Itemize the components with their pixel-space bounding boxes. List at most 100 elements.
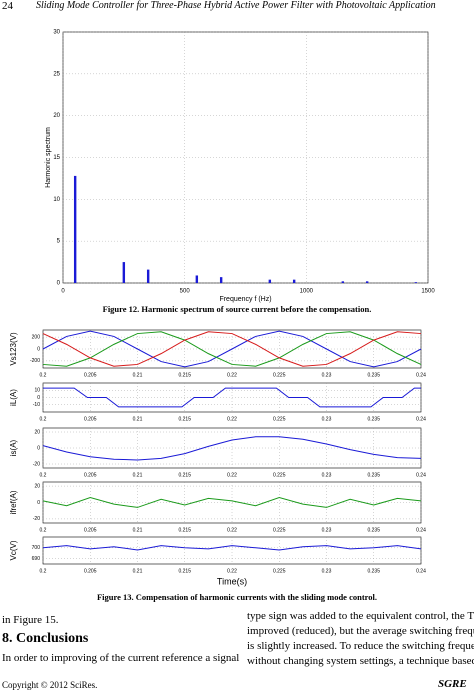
x-tick-label: 0.225 xyxy=(273,527,286,533)
bar xyxy=(195,275,199,283)
y-tick-label: 5 xyxy=(57,239,61,245)
y-tick-label: 25 xyxy=(53,71,60,77)
body-text: is slightly increased. To reduce the swi… xyxy=(247,640,474,652)
x-tick-label: 0.21 xyxy=(133,416,143,422)
body-text: in Figure 15. xyxy=(2,614,59,626)
waveform xyxy=(42,436,422,461)
x-tick-label: 0.2 xyxy=(40,416,47,422)
x-tick-label: 0.22 xyxy=(227,527,237,533)
running-title: Sliding Mode Controller for Three-Phase … xyxy=(36,0,436,11)
x-tick-label: 0.24 xyxy=(416,372,426,378)
x-tick-label: 0.23 xyxy=(322,472,332,478)
y-tick-label: 10 xyxy=(34,388,40,394)
y-tick-label: -20 xyxy=(33,461,40,467)
caption: Figure 13. Compensation of harmonic curr… xyxy=(96,592,378,602)
x-tick-label: 0.22 xyxy=(227,416,237,422)
x-tick-label: 0.205 xyxy=(84,568,97,574)
bar xyxy=(73,175,77,283)
y-tick-label: 0 xyxy=(37,346,40,352)
bar xyxy=(219,277,223,283)
y-tick-label: 20 xyxy=(53,113,60,119)
x-tick-label: 0.21 xyxy=(133,527,143,533)
x-tick-label: 0.225 xyxy=(273,472,286,478)
waveform xyxy=(42,331,422,367)
x-tick-label: 0.24 xyxy=(416,416,426,422)
x-tick-label: 0.2 xyxy=(40,472,47,478)
x-tick-label: 0.21 xyxy=(133,568,143,574)
x-axis-label: Frequency f (Hz) xyxy=(219,296,271,303)
x-tick-label: 0.205 xyxy=(84,527,97,533)
x-tick-label: 0.215 xyxy=(178,568,191,574)
y-axis-label: ifref(A) xyxy=(9,490,18,514)
y-tick-label: 690 xyxy=(32,556,41,562)
x-tick-label: 0.24 xyxy=(416,527,426,533)
x-tick-label: 0.22 xyxy=(227,372,237,378)
x-tick-label: 0.22 xyxy=(227,568,237,574)
x-tick-label: 0.235 xyxy=(367,416,380,422)
y-tick-label: 0 xyxy=(57,281,61,287)
y-tick-label: -20 xyxy=(33,516,40,522)
x-tick-label: 0.23 xyxy=(322,416,332,422)
caption: Figure 12. Harmonic spectrum of source c… xyxy=(102,304,372,314)
body-text: improved (reduced), but the average swit… xyxy=(247,625,474,637)
y-tick-label: 10 xyxy=(53,197,60,203)
y-tick-label: 700 xyxy=(32,545,41,551)
y-tick-label: 200 xyxy=(32,334,41,340)
bar xyxy=(292,279,296,283)
body-text: type sign was added to the equivalent co… xyxy=(247,610,474,622)
x-tick-label: 0.2 xyxy=(40,372,47,378)
x-tick-label: 0.215 xyxy=(178,527,191,533)
y-axis-label: Vc(V) xyxy=(9,540,18,560)
y-tick-label: 0 xyxy=(37,445,40,451)
bar xyxy=(341,281,345,283)
x-tick-label: 0.215 xyxy=(178,372,191,378)
y-tick-label: 20 xyxy=(34,429,40,435)
body-text: without changing system settings, a tech… xyxy=(247,655,474,667)
waveform xyxy=(42,545,422,551)
x-tick-label: 0.24 xyxy=(416,568,426,574)
waveform xyxy=(43,387,421,408)
x-tick-label: 0.225 xyxy=(273,416,286,422)
bar xyxy=(268,279,272,283)
bar xyxy=(365,281,369,283)
y-tick-label: -200 xyxy=(30,358,40,364)
x-tick-label: 0.23 xyxy=(322,568,332,574)
footer-copyright: Copyright © 2012 SciRes. xyxy=(2,680,98,690)
y-tick-label: -10 xyxy=(33,402,40,408)
waveform xyxy=(42,497,422,508)
y-axis-label: iL(A) xyxy=(9,389,18,406)
x-tick-label: 0 xyxy=(61,289,65,295)
y-axis-label: Harmonic spectrum xyxy=(45,127,52,188)
x-tick-label: 0.2 xyxy=(40,568,47,574)
x-tick-label: 0.21 xyxy=(133,472,143,478)
x-tick-label: 0.2 xyxy=(40,527,47,533)
x-tick-label: 0.23 xyxy=(322,527,332,533)
footer-journal: SGRE xyxy=(438,678,467,690)
x-tick-label: 0.24 xyxy=(416,472,426,478)
x-tick-label: 0.215 xyxy=(178,416,191,422)
x-tick-label: 0.22 xyxy=(227,472,237,478)
body-text: In order to improving of the current ref… xyxy=(2,652,240,664)
x-tick-label: 0.235 xyxy=(367,472,380,478)
plot-frame xyxy=(42,536,422,565)
x-tick-label: 500 xyxy=(180,289,191,295)
waveform xyxy=(42,330,422,368)
x-tick-label: 0.23 xyxy=(322,372,332,378)
x-tick-label: 1000 xyxy=(300,289,314,295)
y-axis-label: Vs123(V) xyxy=(9,332,18,366)
x-tick-label: 0.205 xyxy=(84,372,97,378)
y-tick-label: 20 xyxy=(34,483,40,489)
x-tick-label: 0.235 xyxy=(367,568,380,574)
bar xyxy=(122,262,126,283)
bar xyxy=(146,269,150,283)
x-axis-label: Time(s) xyxy=(217,576,247,586)
bar xyxy=(414,282,418,283)
y-axis-label: is(A) xyxy=(9,439,18,456)
x-tick-label: 0.235 xyxy=(367,372,380,378)
page-number: 24 xyxy=(2,0,13,12)
x-tick-label: 1500 xyxy=(421,289,435,295)
x-tick-label: 0.215 xyxy=(178,472,191,478)
y-tick-label: 30 xyxy=(53,30,60,36)
